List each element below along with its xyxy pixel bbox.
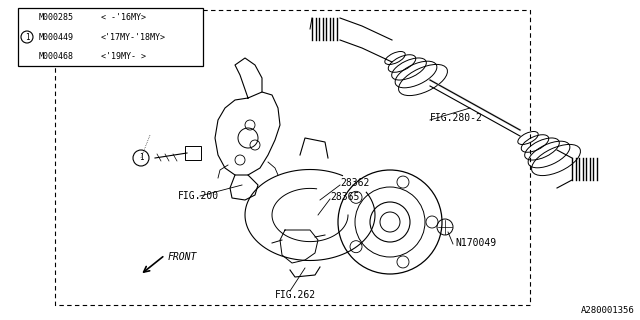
- Text: M000449: M000449: [39, 33, 74, 42]
- Text: FIG.280-2: FIG.280-2: [430, 113, 483, 123]
- Text: FRONT: FRONT: [168, 252, 197, 262]
- Text: M000468: M000468: [39, 52, 74, 61]
- Bar: [18, 8, 203, 66]
- Text: 1: 1: [139, 154, 143, 163]
- Text: M000285: M000285: [39, 13, 74, 22]
- Text: A280001356: A280001356: [581, 306, 635, 315]
- Text: 1: 1: [25, 33, 29, 42]
- Bar: [55, 10, 530, 305]
- Text: FIG.262: FIG.262: [275, 290, 316, 300]
- Text: N170049: N170049: [455, 238, 496, 248]
- Text: 28365: 28365: [330, 192, 360, 202]
- Bar: [185, 146, 201, 160]
- Text: <'17MY-'18MY>: <'17MY-'18MY>: [101, 33, 166, 42]
- Text: 28362: 28362: [340, 178, 369, 188]
- Text: < -'16MY>: < -'16MY>: [101, 13, 146, 22]
- Text: <'19MY- >: <'19MY- >: [101, 52, 146, 61]
- Text: FIG.200: FIG.200: [178, 191, 219, 201]
